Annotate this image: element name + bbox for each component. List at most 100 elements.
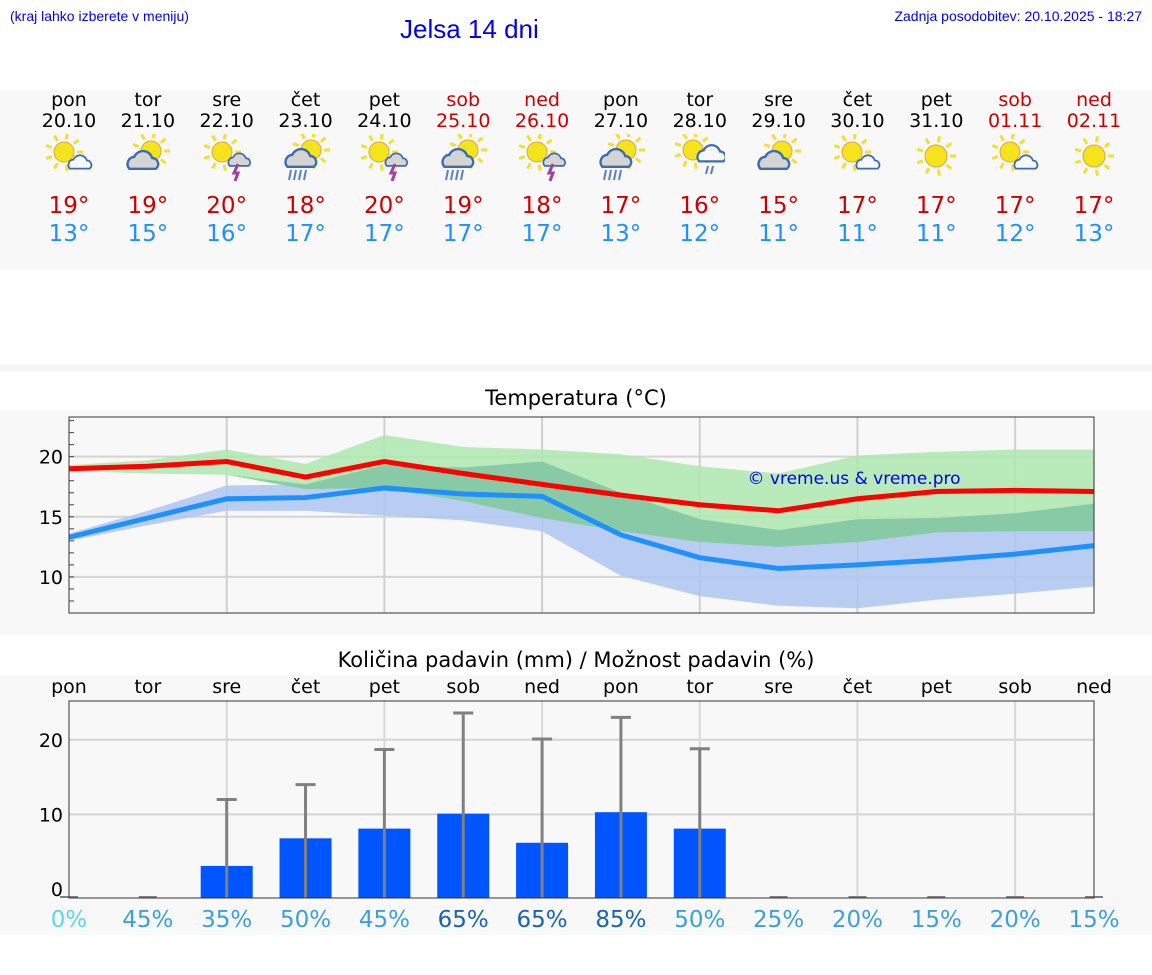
location-hint: (kraj lahko izberete v meniju) [10,8,189,24]
day-date: 20.10 [41,110,97,132]
category-label: sob [446,676,480,698]
y-tick-label: 10 [39,567,63,589]
day-column: tor 28.10 16° 12° [661,90,739,248]
day-date: 22.10 [199,110,254,132]
day-column: čet 23.10 18° 17° [267,90,345,248]
min-temperature: 17° [521,221,563,247]
day-name: sob [998,89,1032,111]
precipitation-probability: 20% [990,907,1041,933]
day-date: 02.11 [1066,110,1122,132]
precipitation-probability: 25% [753,907,804,933]
day-name: tor [134,89,162,111]
precipitation-chart-title: Količina padavin (mm) / Možnost padavin … [337,648,815,672]
divider [0,365,1152,371]
day-column: sre 22.10 20° 16° [188,90,266,248]
min-temperature: 11° [837,221,878,247]
temperature-panel: 10 15 20 © vreme.us & vreme.pro [0,410,1152,635]
min-range-band [69,461,1094,609]
min-temperature: 13° [600,221,642,247]
day-name: tor [686,89,714,111]
max-temperature: 19° [127,193,169,219]
weather-sun-small-cloud-icon [45,134,93,171]
category-label: tor [686,676,713,698]
max-temperature: 17° [994,193,1036,219]
min-temperature: 17° [442,221,484,247]
last-updated: Zadnja posodobitev: 20.10.2025 - 18:27 [894,8,1142,24]
category-label: čet [843,676,873,698]
day-date: 01.11 [987,110,1043,132]
plot-area [69,701,1094,898]
y-tick-label: 20 [39,447,63,469]
precipitation-probability: 45% [122,907,173,933]
weather-sun-thunder-icon [203,134,251,182]
max-temperature: 18° [521,193,563,219]
weather-sun-icon [916,136,957,176]
max-temperature: 17° [837,193,878,219]
max-temperature: 15° [758,193,799,219]
day-column: pet 24.10 20° 17° [345,90,423,248]
precipitation-chart: pon tor sre čet pet sob ned pon tor sre čet pet sob n… [39,676,1120,933]
precipitation-probability: 50% [280,907,331,933]
min-temperature: 15° [127,221,169,247]
category-label: pet [921,676,952,698]
weather-sun-rain-icon [441,134,488,181]
max-temperature: 17° [600,193,642,219]
max-temperature: 16° [679,193,721,219]
day-date: 30.10 [830,110,885,132]
category-label: ned [1076,676,1112,698]
day-date: 26.10 [514,110,570,132]
day-name: pon [603,89,639,111]
precipitation-probability: 15% [1068,907,1119,933]
max-temperature: 17° [1073,193,1115,219]
min-temperature: 16° [206,221,248,247]
day-column: sob 25.10 19° 17° [424,90,502,248]
min-temperature: 12° [994,221,1036,247]
day-column: pon 20.10 19° 13° [30,90,108,248]
page-title: Jelsa 14 dni [400,14,539,44]
weather-sun-cloud-drizzle-icon [674,134,725,175]
day-date: 29.10 [751,110,806,132]
category-label: ned [524,676,560,698]
weather-cloud-sun-icon [126,134,170,171]
y-tick-label: 20 [39,730,63,752]
min-temperature: 11° [915,221,957,247]
max-temperature: 17° [915,193,957,219]
day-date: 24.10 [357,110,412,132]
category-label: sre [212,676,241,698]
precipitation-probability: 0% [51,907,88,933]
day-date: 28.10 [672,110,727,132]
day-name: pet [368,89,400,111]
max-temperature: 20° [206,193,248,219]
weather-sun-thunder-icon [518,134,566,182]
min-temperature: 13° [1073,221,1115,247]
day-column: ned 02.11 17° 13° [1055,90,1133,248]
temperature-chart-title: Temperatura (°C) [485,386,667,410]
day-name: ned [1076,89,1112,111]
precipitation-panel: pon tor sre čet pet sob ned pon tor sre čet pet sob n… [0,675,1152,935]
plot-frame [68,416,1095,614]
precipitation-probability: 15% [911,907,962,933]
day-column: sre 29.10 15° 11° [740,90,818,248]
weather-sun-icon [1074,136,1114,176]
precipitation-probability: 35% [201,907,252,933]
day-name: čet [842,89,873,111]
weather-sun-rain-icon [283,134,330,181]
day-name: pon [51,89,87,111]
category-label: sob [998,676,1032,698]
day-date: 31.10 [909,110,964,132]
precipitation-probability: 20% [832,907,883,933]
day-name: sre [212,89,242,111]
max-temperature-line [68,458,1095,514]
weather-sun-thunder-icon [361,134,409,182]
min-temperature: 17° [285,221,326,247]
precipitation-probability: 85% [595,907,646,933]
day-date: 27.10 [593,110,649,132]
category-label: pon [603,676,639,698]
max-temperature: 19° [442,193,484,219]
category-label: sre [764,676,793,698]
day-name: čet [290,89,321,111]
min-temperature: 17° [363,221,405,247]
day-date: 25.10 [436,110,491,132]
max-temperature: 20° [363,193,405,219]
day-date: 23.10 [278,110,333,132]
